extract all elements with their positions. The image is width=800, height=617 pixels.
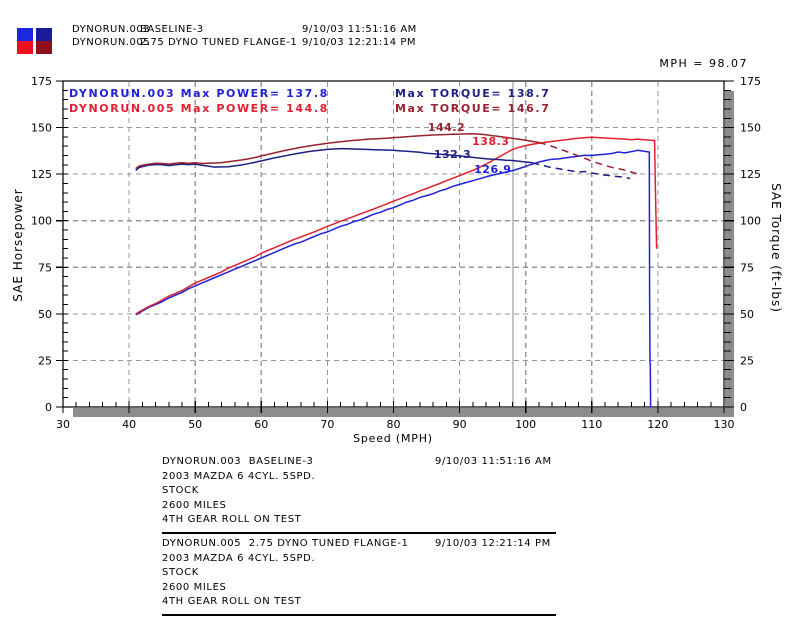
run1-color-key-icon xyxy=(17,28,33,54)
y-tick-label-left: 75 xyxy=(38,261,52,274)
y-axis-title-right: SAE Torque (ft-lbs) xyxy=(769,183,783,313)
footer-line: 2003 MAZDA 6 4CYL. 5SPD. xyxy=(162,470,316,482)
y-tick-label-right: 50 xyxy=(740,308,754,321)
y-tick-label-left: 150 xyxy=(31,122,52,135)
curve-dynorun-005-power xyxy=(135,136,658,315)
footer-divider xyxy=(162,613,556,616)
y-tick-label-left: 125 xyxy=(31,168,52,181)
footer-run-block: DYNORUN.005 2.75 DYNO TUNED FLANGE-1 9/1… xyxy=(162,537,556,616)
run-name: DYNORUN.005 xyxy=(72,37,151,48)
run2-color-key-icon xyxy=(36,28,52,54)
x-tick-label: 50 xyxy=(188,418,202,431)
x-tick-label: 60 xyxy=(254,418,268,431)
y-tick-label-right: 150 xyxy=(740,122,761,135)
legend-run1-torque: Max TORQUE= 138.7 xyxy=(395,87,551,100)
run-description: 2.75 DYNO TUNED FLANGE-1 xyxy=(248,538,409,549)
footer-line: STOCK xyxy=(162,485,199,497)
y-tick-label-right: 175 xyxy=(740,75,761,88)
x-tick-label: 120 xyxy=(647,418,668,431)
y-tick-label-left: 25 xyxy=(38,354,52,367)
curve-dynorun-003-torque xyxy=(532,162,631,180)
curve-dynorun-003-power xyxy=(135,149,652,408)
footer-divider xyxy=(162,531,556,534)
cursor-mph-readout: MPH = 98.07 xyxy=(659,57,748,70)
footer-line: 2003 MAZDA 6 4CYL. 5SPD. xyxy=(162,552,316,564)
y-tick-label-right: 75 xyxy=(740,261,754,274)
y-tick-label-right: 0 xyxy=(740,401,747,414)
footer-line: 4TH GEAR ROLL ON TEST xyxy=(162,514,302,526)
curve-dynorun-005-torque xyxy=(135,132,540,170)
curve-dynorun-003-torque xyxy=(135,147,533,171)
cursor-value-label: 126.9 xyxy=(474,162,512,176)
y-tick-label-right: 100 xyxy=(740,215,761,228)
footer-line: STOCK xyxy=(162,567,199,579)
y-tick-label-left: 50 xyxy=(38,308,52,321)
x-tick-label: 90 xyxy=(453,418,467,431)
footer-run-title: DYNORUN.005 2.75 DYNO TUNED FLANGE-1 9/1… xyxy=(162,537,556,552)
x-tick-label: 130 xyxy=(714,418,735,431)
footer-line: 2600 MILES xyxy=(162,581,227,593)
footer-line: 2600 MILES xyxy=(162,499,227,511)
y-tick-label-right: 25 xyxy=(740,354,754,367)
curve-dynorun-005-torque xyxy=(538,141,637,175)
run-description: 2.75 DYNO TUNED FLANGE-1 xyxy=(140,37,298,48)
run-name: DYNORUN.003 xyxy=(162,456,242,467)
run-description: BASELINE-3 xyxy=(140,24,204,35)
y-axis-title-left: SAE Horsepower xyxy=(11,188,25,302)
y-tick-label-left: 175 xyxy=(31,75,52,88)
x-tick-label: 30 xyxy=(56,418,70,431)
x-tick-label: 40 xyxy=(122,418,136,431)
legend-run2-torque: Max TORQUE= 146.7 xyxy=(395,102,551,115)
footer-run-block: DYNORUN.003 BASELINE-3 9/10/03 11:51:16 … xyxy=(162,455,556,534)
x-tick-label: 80 xyxy=(387,418,401,431)
plot-shadow-right xyxy=(725,91,734,417)
run-timestamp: 9/10/03 12:21:14 PM xyxy=(435,538,551,549)
run-timestamp: 9/10/03 11:51:16 AM xyxy=(302,24,417,35)
legend-run1-power: DYNORUN.003 Max POWER= 137.8 xyxy=(69,87,329,100)
x-axis-title: Speed (MPH) xyxy=(353,432,433,445)
y-tick-label-left: 0 xyxy=(45,401,52,414)
run-name: DYNORUN.005 xyxy=(162,538,242,549)
footer-run-title: DYNORUN.003 BASELINE-3 9/10/03 11:51:16 … xyxy=(162,455,556,470)
x-tick-label: 70 xyxy=(320,418,334,431)
run-timestamp: 9/10/03 12:21:14 PM xyxy=(302,37,416,48)
plot-shadow-bottom xyxy=(73,408,734,417)
x-tick-label: 110 xyxy=(581,418,602,431)
cursor-value-label: 132.3 xyxy=(433,148,472,162)
run-timestamp: 9/10/03 11:51:16 AM xyxy=(435,456,552,467)
y-tick-label-right: 125 xyxy=(740,168,761,181)
footer-line: 4TH GEAR ROLL ON TEST xyxy=(162,596,302,608)
cursor-value-label: 138.3 xyxy=(472,135,510,149)
x-tick-label: 100 xyxy=(515,418,536,431)
run-description: BASELINE-3 xyxy=(248,456,314,467)
run-name: DYNORUN.003 xyxy=(72,24,151,35)
cursor-value-label: 144.2 xyxy=(427,121,466,135)
y-tick-label-left: 100 xyxy=(31,215,52,228)
legend-run2-power: DYNORUN.005 Max POWER= 144.8 xyxy=(69,102,329,115)
